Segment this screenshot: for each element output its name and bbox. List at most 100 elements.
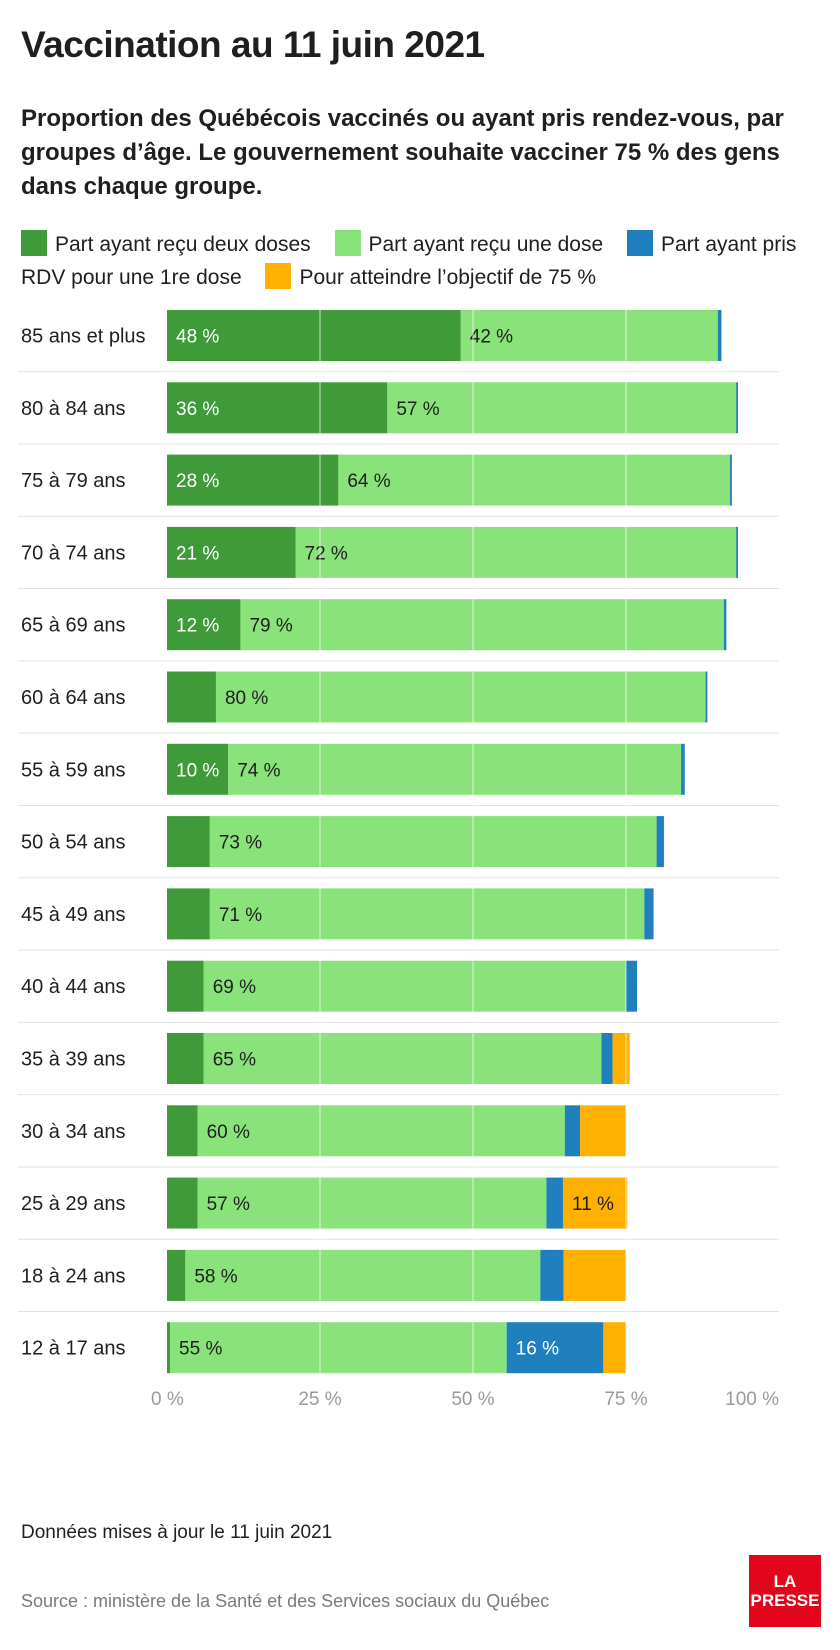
- bar-segment: [197, 1177, 547, 1229]
- legend-swatch-appointment: [627, 230, 653, 256]
- data-label: 74 %: [237, 760, 280, 781]
- legend-label-appointment: Part ayant pris RDV pour une 1re dose: [21, 233, 797, 289]
- data-label: 80 %: [225, 688, 268, 709]
- legend-swatch-two-doses: [21, 230, 47, 256]
- bar-segment: [215, 671, 706, 723]
- bar-segment: [167, 1105, 198, 1157]
- data-label: 28 %: [176, 471, 219, 492]
- category-label: 85 ans et plus: [21, 326, 146, 348]
- bar-segment: [170, 1322, 507, 1374]
- bar-segment: [167, 1322, 171, 1374]
- data-label: 55 %: [179, 1339, 222, 1360]
- bar-segment: [564, 1105, 581, 1157]
- data-label: 10 %: [176, 760, 219, 781]
- legend-label-objective: Pour atteindre l’objectif de 75 %: [299, 266, 596, 289]
- source-note: Source : ministère de la Santé et des Se…: [21, 1591, 550, 1611]
- category-label: 18 à 24 ans: [21, 1265, 126, 1287]
- data-label: 57 %: [207, 1194, 250, 1215]
- bar-segment: [546, 1177, 563, 1229]
- data-label: 12 %: [176, 616, 219, 637]
- data-label: 64 %: [347, 471, 390, 492]
- bar-segment: [167, 1033, 204, 1084]
- x-tick-label: 25 %: [298, 1389, 341, 1410]
- bar-segment: [506, 1322, 604, 1374]
- bar-segment: [601, 1033, 613, 1084]
- bar-segment: [736, 526, 738, 578]
- bar-segment: [730, 454, 732, 506]
- data-label: 58 %: [194, 1266, 237, 1287]
- bar-segment: [603, 1322, 626, 1374]
- x-tick-label: 0 %: [151, 1389, 184, 1410]
- logo-line-2: PRESSE: [750, 1591, 820, 1610]
- bar-segment: [240, 599, 724, 651]
- bar-segment: [540, 1249, 564, 1301]
- data-label: 65 %: [213, 1050, 256, 1071]
- bar-segment: [562, 1177, 628, 1229]
- bar-segment: [167, 599, 241, 651]
- bar-segment: [167, 960, 204, 1012]
- category-label: 35 à 39 ans: [21, 1049, 126, 1071]
- category-label: 40 à 44 ans: [21, 976, 126, 998]
- bar-segment: [167, 1249, 186, 1301]
- data-label: 60 %: [207, 1122, 250, 1143]
- x-tick-label: 100 %: [725, 1389, 779, 1410]
- legend-label-one-dose: Part ayant reçu une dose: [368, 233, 604, 256]
- bar-segment: [612, 1033, 630, 1084]
- data-label: 16 %: [516, 1339, 559, 1360]
- bar-segment: [167, 1177, 198, 1229]
- bar-segment: [295, 526, 737, 578]
- data-label: 79 %: [249, 616, 292, 637]
- bar-segment: [167, 671, 216, 723]
- category-label: 80 à 84 ans: [21, 398, 126, 420]
- chart-subtitle: Proportion des Québécois vaccinés ou aya…: [21, 105, 784, 200]
- bar-segment: [203, 1033, 602, 1084]
- bar-segment: [460, 310, 718, 361]
- bar-segment: [338, 454, 731, 506]
- data-label: 57 %: [396, 399, 439, 420]
- data-label: 21 %: [176, 543, 219, 564]
- bar-segment: [209, 888, 645, 940]
- category-label: 12 à 17 ans: [21, 1338, 126, 1360]
- category-label: 50 à 54 ans: [21, 832, 126, 854]
- chart-title: Vaccination au 11 juin 2021: [21, 24, 485, 65]
- data-label: 71 %: [219, 905, 262, 926]
- x-tick-label: 75 %: [604, 1389, 647, 1410]
- data-label: 36 %: [176, 399, 219, 420]
- legend-item-appointment: Part ayant pris RDV pour une 1re dose: [21, 230, 797, 289]
- bar-segment: [203, 960, 626, 1012]
- category-label: 75 à 79 ans: [21, 470, 126, 492]
- category-label: 30 à 34 ans: [21, 1121, 126, 1143]
- bar-segment: [167, 382, 388, 434]
- stacked-bar-chart: 85 ans et plus 48 % 42 % 80 à 84 ans 36 % 57 …: [18, 310, 779, 1410]
- bar-segment: [167, 816, 210, 868]
- legend-label-two-doses: Part ayant reçu deux doses: [55, 233, 311, 256]
- data-label: 69 %: [213, 977, 256, 998]
- bar-segment: [626, 960, 638, 1012]
- data-label: 48 %: [176, 327, 219, 348]
- bar-segment: [736, 382, 738, 434]
- bar-segment: [228, 743, 682, 795]
- bar-segment: [580, 1105, 626, 1157]
- la-presse-logo[interactable]: LA PRESSE: [749, 1555, 821, 1627]
- category-label: 55 à 59 ans: [21, 759, 126, 781]
- x-tick-label: 50 %: [451, 1389, 494, 1410]
- data-label: 42 %: [470, 327, 513, 348]
- logo-line-1: LA: [773, 1572, 797, 1591]
- legend-swatch-objective: [265, 263, 292, 289]
- bar-segment: [723, 599, 727, 651]
- bar-segment: [717, 310, 722, 361]
- data-label: 73 %: [219, 833, 262, 854]
- bar-segment: [563, 1249, 626, 1301]
- bar-segment: [167, 310, 461, 361]
- bar-segment: [197, 1105, 565, 1157]
- update-note: Données mises à jour le 11 juin 2021: [21, 1522, 333, 1543]
- legend-swatch-one-dose: [334, 230, 361, 256]
- bar-segment: [209, 816, 657, 868]
- category-label: 70 à 74 ans: [21, 542, 126, 564]
- category-label: 60 à 64 ans: [21, 687, 126, 709]
- bar-segment: [705, 671, 708, 723]
- category-label: 65 à 69 ans: [21, 615, 126, 637]
- bar-segment: [387, 382, 737, 434]
- legend-item-objective: Pour atteindre l’objectif de 75 %: [265, 263, 596, 289]
- bar-segment: [167, 888, 210, 940]
